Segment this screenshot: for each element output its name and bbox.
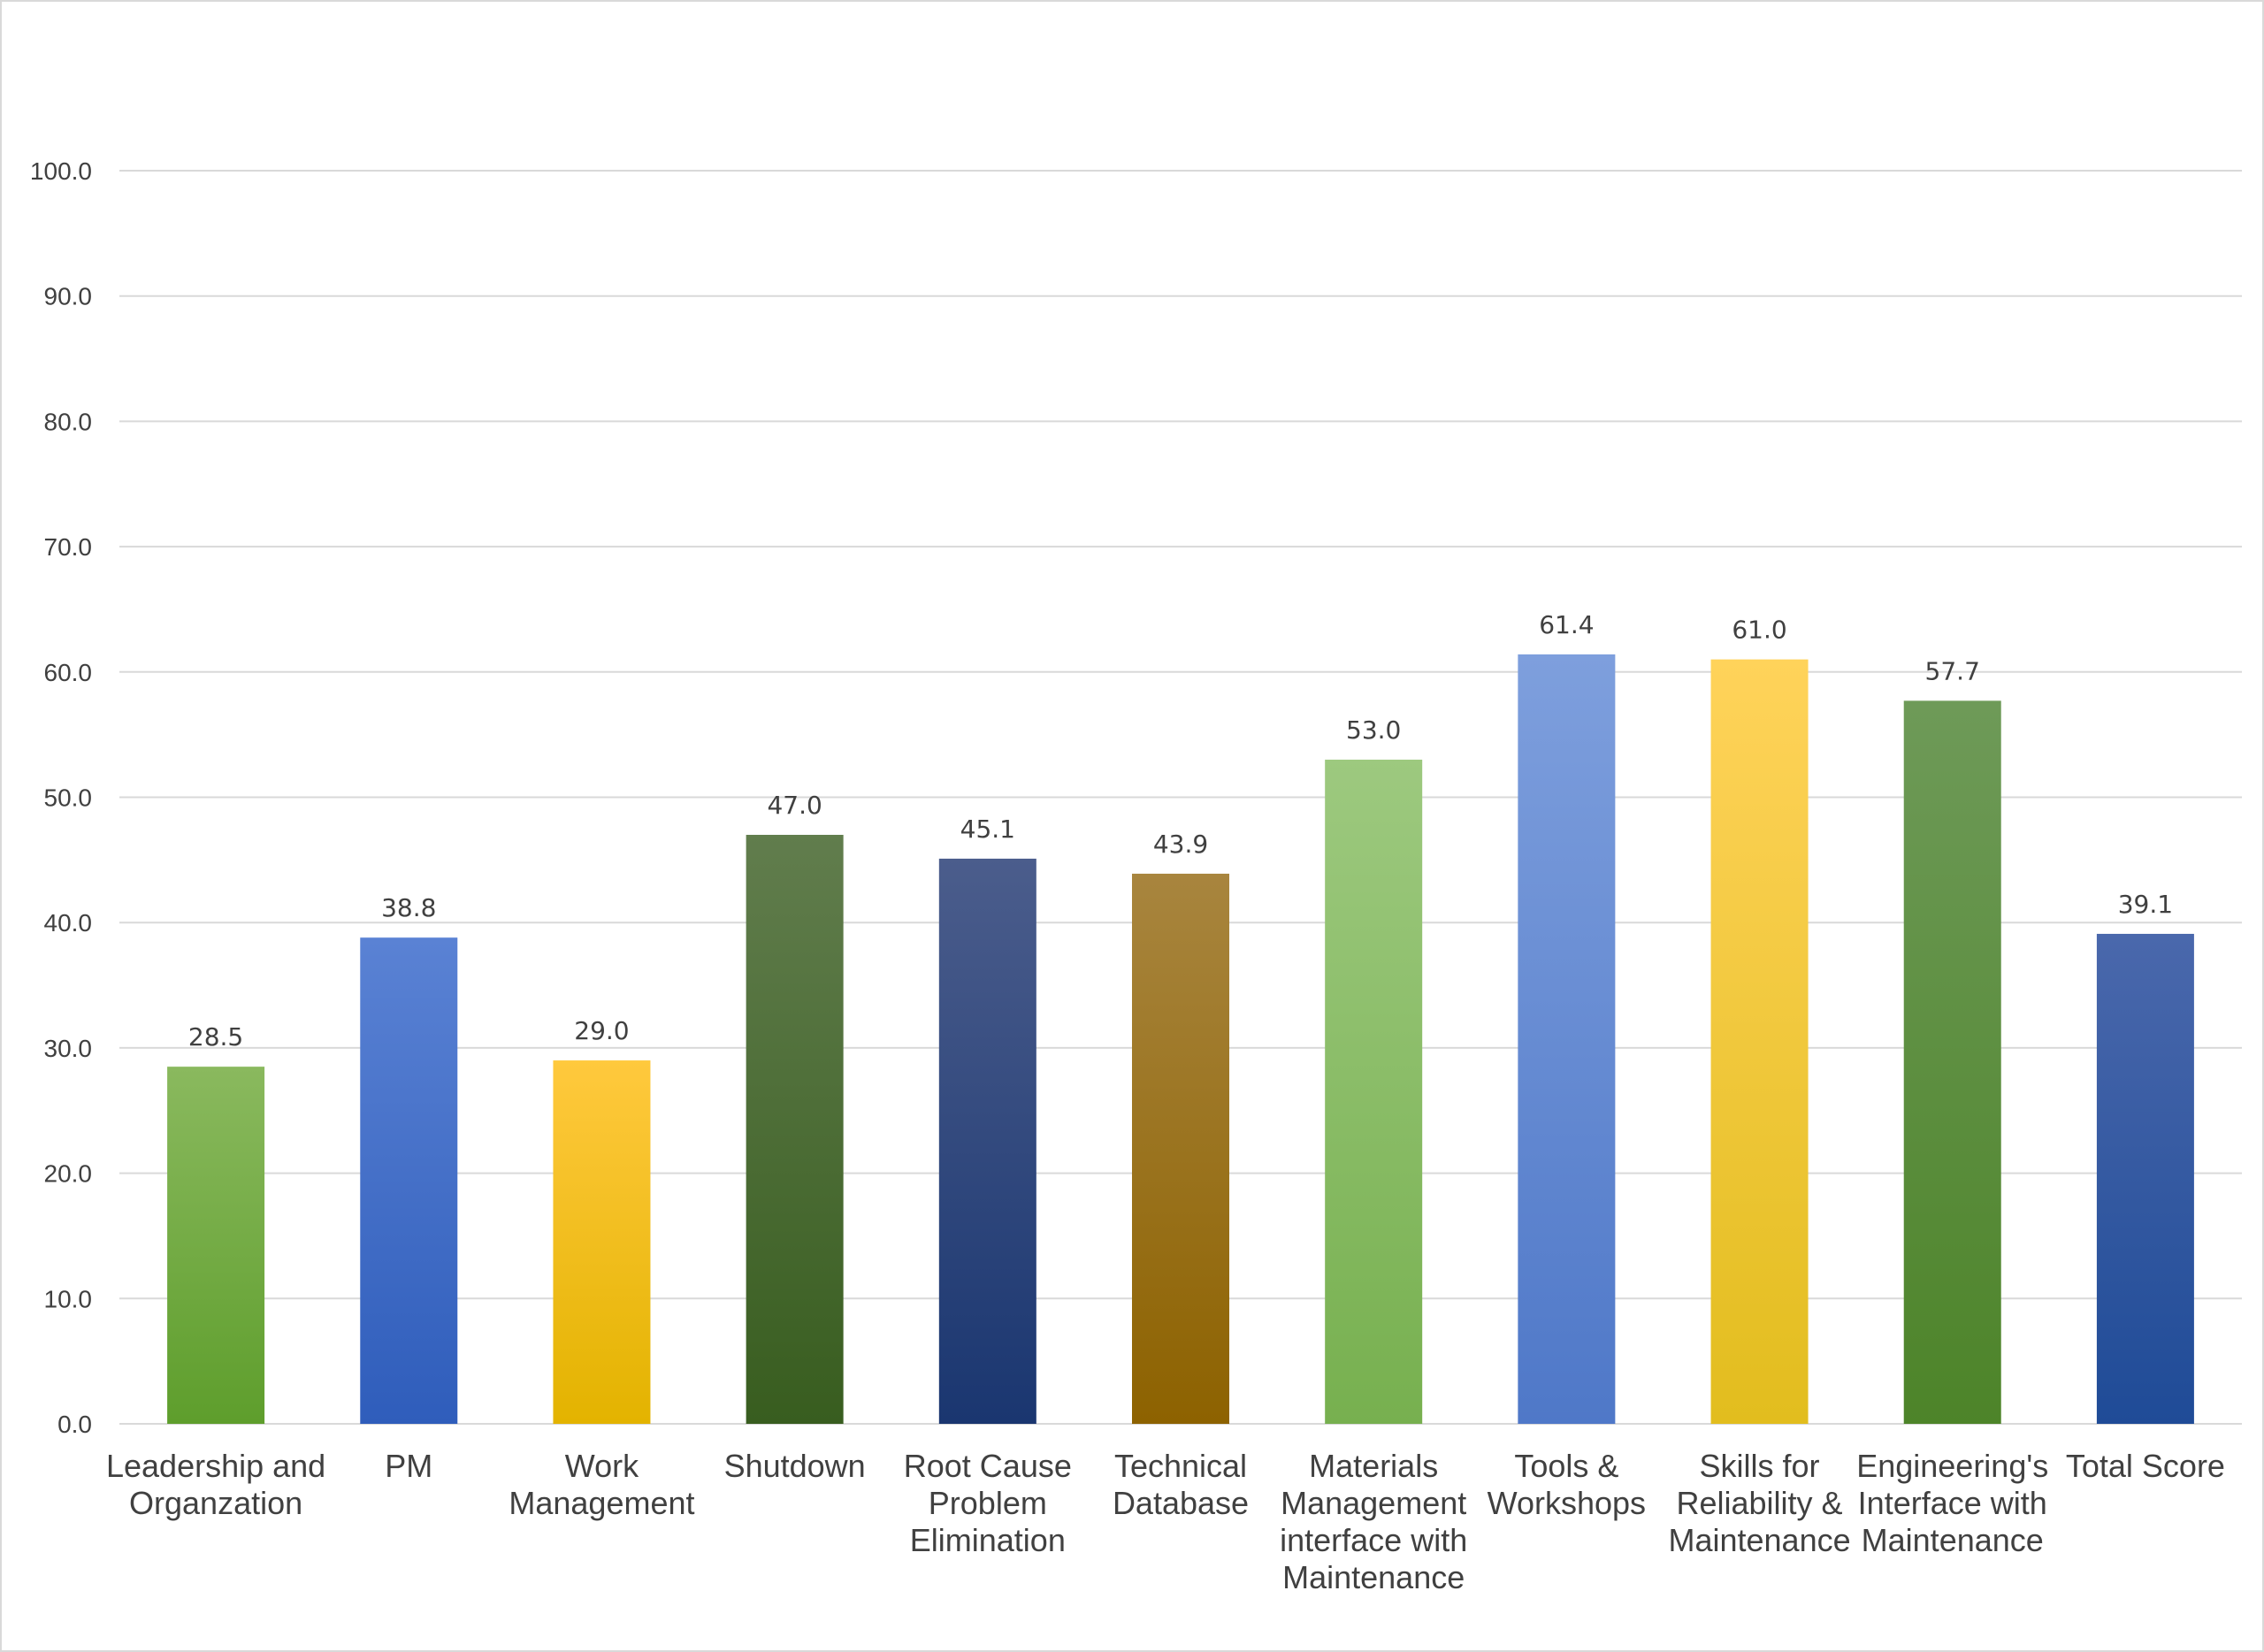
x-tick-label: Work Management [509,1448,694,1521]
data-labels: 28.5 38.8 29.0 47.0 45.1 43.9 53.0 61.4 61.0 57.7… [188,610,2173,1052]
data-label: 39.1 [2118,890,2173,919]
x-tick-label-line: Problem [929,1485,1047,1521]
data-label: 43.9 [1153,830,1208,859]
x-tick-label-line: Reliability & [1677,1485,1843,1521]
data-label: 53.0 [1346,715,1401,745]
x-tick-label: Technical Database [1113,1448,1249,1521]
x-tick-label: Root Cause Problem Elimination [904,1448,1072,1558]
x-tick-label-line: Management [509,1485,694,1521]
data-label: 29.0 [574,1016,629,1045]
bars [167,654,2194,1424]
x-tick-label: Tools & Workshops [1488,1448,1646,1521]
x-tick-label: Total Score [2066,1448,2225,1484]
x-tick-label-line: interface with [1280,1522,1467,1558]
x-tick-label: Skills for Reliability & Maintenance [1668,1448,1850,1558]
data-label: 61.4 [1539,610,1594,639]
bar [1903,700,2001,1424]
data-label: 45.1 [960,815,1015,844]
bar [553,1060,651,1424]
x-tick-label-line: Management [1281,1485,1466,1521]
x-tick-label-line: Work [565,1448,639,1484]
y-tick-label: 70.0 [44,533,93,561]
x-tick-label-line: Maintenance [1668,1522,1850,1558]
x-tick-label-line: Organzation [129,1485,302,1521]
y-tick-label: 50.0 [44,784,93,812]
x-tick-label-line: Engineering's [1856,1448,2048,1484]
x-tick-label-line: Technical [1114,1448,1247,1484]
x-tick-label: Shutdown [724,1448,866,1484]
x-tick-label-line: PM [385,1448,432,1484]
x-tick-label: Engineering's Interface with Maintenance [1856,1448,2048,1558]
data-label: 28.5 [188,1022,243,1052]
bar [1132,873,1229,1424]
bar [360,937,458,1424]
x-tick-label-line: Maintenance [1862,1522,2044,1558]
y-tick-label: 10.0 [44,1285,93,1312]
x-tick-label-line: Root Cause [904,1448,1072,1484]
bar [938,858,1036,1424]
y-tick-label: 60.0 [44,659,93,686]
y-axis: 0.0 10.0 20.0 30.0 40.0 50.0 60.0 70.0 80.0 90.0 1… [30,157,92,1438]
bar [1518,654,1616,1424]
y-tick-label: 0.0 [57,1411,92,1438]
x-tick-label-line: Elimination [910,1522,1066,1558]
x-tick-label-line: Database [1113,1485,1249,1521]
x-tick-label-line: Materials [1309,1448,1438,1484]
bar [1710,659,1809,1424]
y-tick-label: 100.0 [30,157,92,185]
x-tick-label-line: Leadership and [106,1448,325,1484]
y-tick-label: 40.0 [44,909,93,937]
y-tick-label: 20.0 [44,1160,93,1188]
x-tick-label-line: Interface with [1858,1485,2047,1521]
bar [2096,933,2194,1424]
y-tick-label: 80.0 [44,408,93,435]
bar [167,1067,265,1424]
x-tick-label-line: Shutdown [724,1448,866,1484]
x-tick-label-line: Workshops [1488,1485,1646,1521]
x-tick-label-line: Tools & [1514,1448,1618,1484]
x-tick-label: PM [385,1448,432,1484]
data-label: 38.8 [381,893,436,922]
data-label: 61.0 [1732,616,1786,645]
x-tick-label: Materials Management interface with Mainten… [1280,1448,1467,1595]
x-tick-label-line: Skills for [1700,1448,1820,1484]
y-tick-label: 30.0 [44,1035,93,1062]
bar [746,835,844,1424]
x-tick-label-line: Maintenance [1282,1559,1465,1595]
data-label: 57.7 [1925,656,1980,685]
x-tick-label: Leadership and Organzation [106,1448,325,1521]
data-label: 47.0 [767,791,822,820]
bar [1325,759,1423,1424]
y-tick-label: 90.0 [44,283,93,310]
x-tick-label-line: Total Score [2066,1448,2225,1484]
